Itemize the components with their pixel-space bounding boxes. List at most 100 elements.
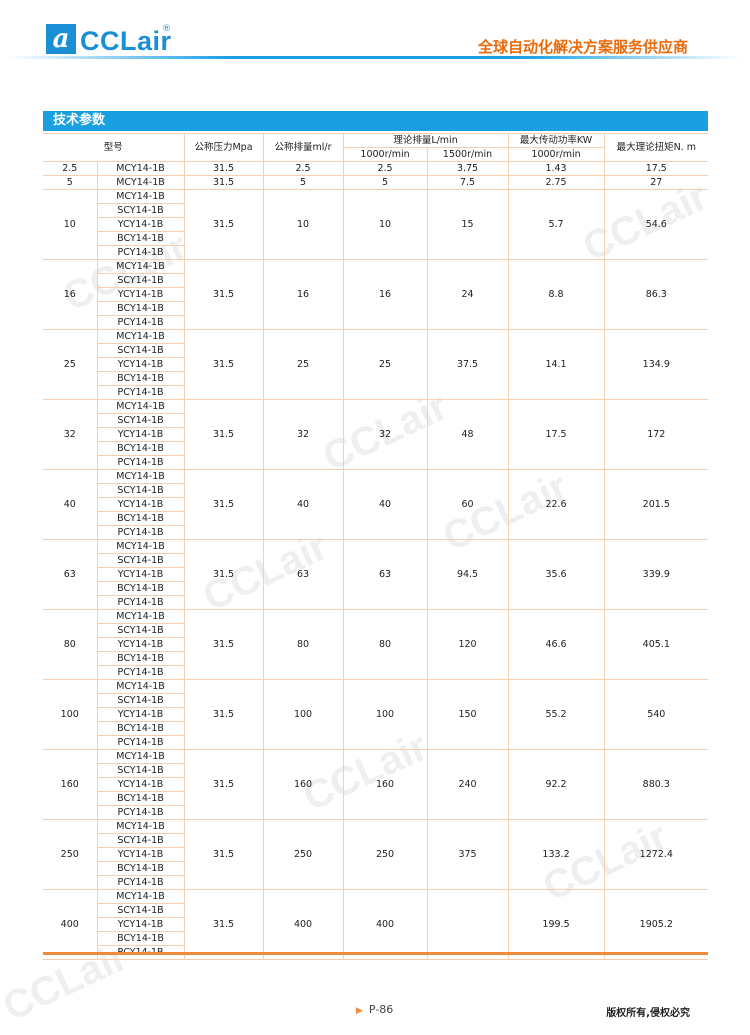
cell-model: SCY14-1B bbox=[97, 903, 185, 918]
cell-flow-1000: 160 bbox=[342, 749, 428, 820]
cell-model: YCY14-1B bbox=[97, 567, 185, 582]
cell-size: 32 bbox=[43, 399, 98, 470]
cell-model: YCY14-1B bbox=[97, 427, 185, 442]
header-row: 型号 公称压力Mpa 公称排量ml/r 理论排量L/min 最大传动功率KW 最… bbox=[43, 133, 709, 162]
cell-model: YCY14-1B bbox=[97, 847, 185, 862]
cell-model: MCY14-1B bbox=[96, 189, 185, 204]
cell-torque: 339.9 bbox=[603, 539, 709, 610]
cell-flow-1500: 7.5 bbox=[426, 175, 509, 190]
cell-model: PCY14-1B bbox=[97, 875, 185, 890]
cell-power: 35.6 bbox=[507, 539, 605, 610]
header-max-power: 最大传动功率KW bbox=[507, 133, 605, 148]
cell-torque: 172 bbox=[603, 399, 709, 470]
slogan: 全球自动化解决方案服务供应商 bbox=[477, 38, 688, 56]
cell-model: MCY14-1B bbox=[96, 679, 185, 694]
header-subrow: 1000r/min 1500r/min 1000r/min bbox=[43, 147, 708, 162]
cell-flow-1500: 375 bbox=[426, 819, 509, 890]
cell-size: 160 bbox=[43, 749, 98, 820]
cell-pressure: 31.5 bbox=[183, 469, 264, 540]
cell-flow-1000: 25 bbox=[342, 329, 428, 400]
cell-size: 2.5 bbox=[43, 161, 98, 176]
cell-model: BCY14-1B bbox=[97, 511, 185, 526]
cell-model: PCY14-1B bbox=[97, 735, 185, 750]
cell-size: 100 bbox=[43, 679, 98, 750]
cell-pressure: 31.5 bbox=[183, 679, 264, 750]
cell-displacement: 80 bbox=[262, 609, 344, 680]
cell-flow-1000: 10 bbox=[342, 189, 428, 260]
cell-model: PCY14-1B bbox=[97, 665, 185, 680]
cell-model: SCY14-1B bbox=[97, 693, 185, 708]
header-displacement: 公称排量ml/r bbox=[262, 133, 344, 162]
cell-power: 17.5 bbox=[507, 399, 605, 470]
cell-flow-1500 bbox=[426, 889, 509, 960]
cell-displacement: 160 bbox=[262, 749, 344, 820]
cell-torque: 1272.4 bbox=[603, 819, 709, 890]
table-row: 63 MCY14-1B 31.5 63 63 94.5 35.6 339.9 bbox=[43, 539, 709, 610]
section-title: 技术参数 bbox=[43, 111, 708, 131]
cell-displacement: 100 bbox=[262, 679, 344, 750]
cell-model: SCY14-1B bbox=[97, 203, 185, 218]
cell-model: MCY14-1B bbox=[96, 819, 185, 834]
cell-flow-1500: 60 bbox=[426, 469, 509, 540]
logo-text: CCLair bbox=[80, 26, 172, 56]
cell-model: PCY14-1B bbox=[97, 315, 185, 330]
cell-model: YCY14-1B bbox=[97, 777, 185, 792]
cell-torque: 54.6 bbox=[603, 189, 709, 260]
cell-pressure: 31.5 bbox=[183, 749, 264, 820]
cell-model: SCY14-1B bbox=[97, 273, 185, 288]
cell-pressure: 31.5 bbox=[183, 329, 264, 400]
cell-model: MCY14-1B bbox=[96, 749, 185, 764]
table-row: 16 MCY14-1B 31.5 16 16 24 8.8 86.3 bbox=[43, 259, 709, 330]
cell-torque: 1905.2 bbox=[603, 889, 709, 960]
cell-model: PCY14-1B bbox=[97, 455, 185, 470]
cell-size: 40 bbox=[43, 469, 98, 540]
cell-flow-1500: 120 bbox=[426, 609, 509, 680]
cell-displacement: 25 bbox=[262, 329, 344, 400]
cell-model: BCY14-1B bbox=[97, 861, 185, 876]
cell-pressure: 31.5 bbox=[183, 189, 264, 260]
cell-model: SCY14-1B bbox=[97, 483, 185, 498]
header-flow-1000: 1000r/min bbox=[343, 147, 428, 162]
cell-pressure: 31.5 bbox=[183, 399, 264, 470]
cell-flow-1500: 24 bbox=[426, 259, 509, 330]
cell-model: BCY14-1B bbox=[97, 231, 185, 246]
cell-flow-1000: 5 bbox=[342, 175, 428, 190]
cell-power: 14.1 bbox=[507, 329, 605, 400]
cell-flow-1500: 37.5 bbox=[426, 329, 509, 400]
table-row: 40 MCY14-1B 31.5 40 40 60 22.6 201.5 bbox=[43, 469, 709, 540]
cell-torque: 17.5 bbox=[603, 161, 709, 176]
header-divider bbox=[8, 56, 742, 59]
table-row: 160 MCY14-1B 31.5 160 160 240 92.2 880.3 bbox=[43, 749, 709, 820]
logo-mark-icon: a bbox=[46, 24, 76, 54]
cell-model: PCY14-1B bbox=[97, 595, 185, 610]
cell-model: YCY14-1B bbox=[97, 917, 185, 932]
cell-model: BCY14-1B bbox=[97, 301, 185, 316]
cell-model: MCY14-1B bbox=[96, 399, 185, 414]
cell-model: PCY14-1B bbox=[97, 525, 185, 540]
cell-pressure: 31.5 bbox=[183, 175, 264, 190]
header-model: 型号 bbox=[43, 133, 185, 162]
cell-flow-1000: 250 bbox=[342, 819, 428, 890]
cell-displacement: 400 bbox=[262, 889, 344, 960]
header-pressure: 公称压力Mpa bbox=[183, 133, 264, 162]
cell-power: 5.7 bbox=[507, 189, 605, 260]
cell-flow-1000: 40 bbox=[342, 469, 428, 540]
cell-power: 55.2 bbox=[507, 679, 605, 750]
cell-displacement: 10 bbox=[262, 189, 344, 260]
cell-flow-1500: 3.75 bbox=[426, 161, 509, 176]
table-row: 100 MCY14-1B 31.5 100 100 150 55.2 540 bbox=[43, 679, 709, 750]
cell-power: 1.43 bbox=[507, 161, 605, 176]
cell-model: SCY14-1B bbox=[97, 413, 185, 428]
cell-torque: 405.1 bbox=[603, 609, 709, 680]
cell-model: MCY14-1B bbox=[96, 259, 185, 274]
cell-displacement: 5 bbox=[262, 175, 344, 190]
table-row: 5 MCY14-1B 31.5 5 5 7.5 2.75 27 bbox=[43, 175, 709, 190]
cell-flow-1000: 80 bbox=[342, 609, 428, 680]
table-bottom-rule bbox=[43, 952, 708, 955]
cell-power: 92.2 bbox=[507, 749, 605, 820]
cell-model: MCY14-1B bbox=[96, 609, 185, 624]
cell-displacement: 63 bbox=[262, 539, 344, 610]
cell-size: 16 bbox=[43, 259, 98, 330]
cell-model: PCY14-1B bbox=[97, 385, 185, 400]
